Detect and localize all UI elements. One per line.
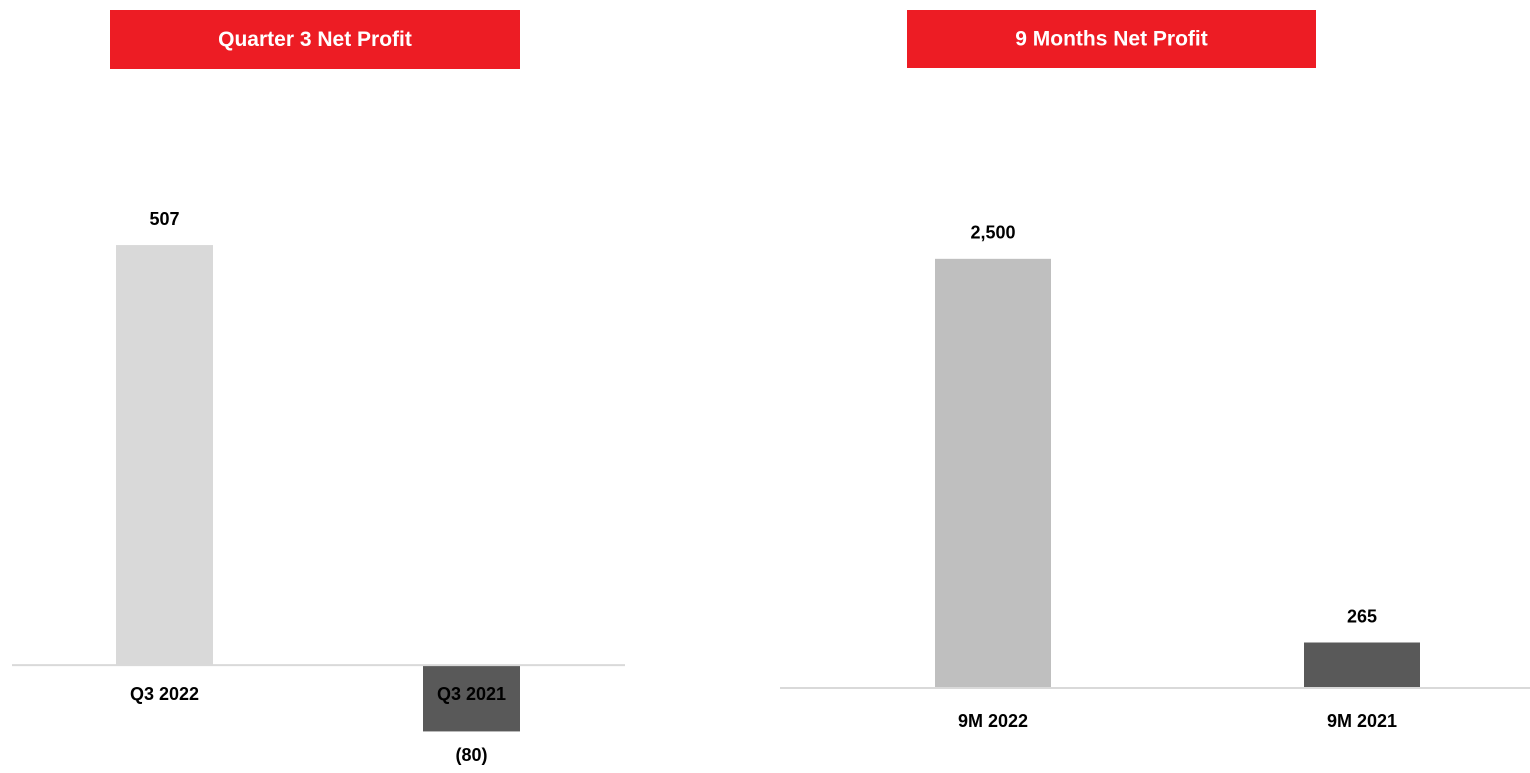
value-label: (80) — [455, 745, 487, 765]
bar — [1304, 642, 1420, 688]
value-label: 2,500 — [970, 223, 1015, 243]
bar — [935, 258, 1051, 688]
x-tick-label: 9M 2022 — [958, 711, 1028, 731]
x-tick-label: Q3 2022 — [130, 684, 199, 704]
chart-title: Quarter 3 Net Profit — [218, 28, 412, 51]
bar — [423, 665, 520, 732]
title-box — [907, 10, 1316, 68]
value-label: 265 — [1347, 606, 1377, 626]
bar — [116, 245, 213, 666]
chart-title: 9 Months Net Profit — [1015, 28, 1208, 51]
x-tick-label: Q3 2021 — [437, 684, 506, 704]
value-label: 507 — [149, 209, 179, 229]
title-box — [110, 10, 520, 69]
x-tick-label: 9M 2021 — [1327, 711, 1397, 731]
